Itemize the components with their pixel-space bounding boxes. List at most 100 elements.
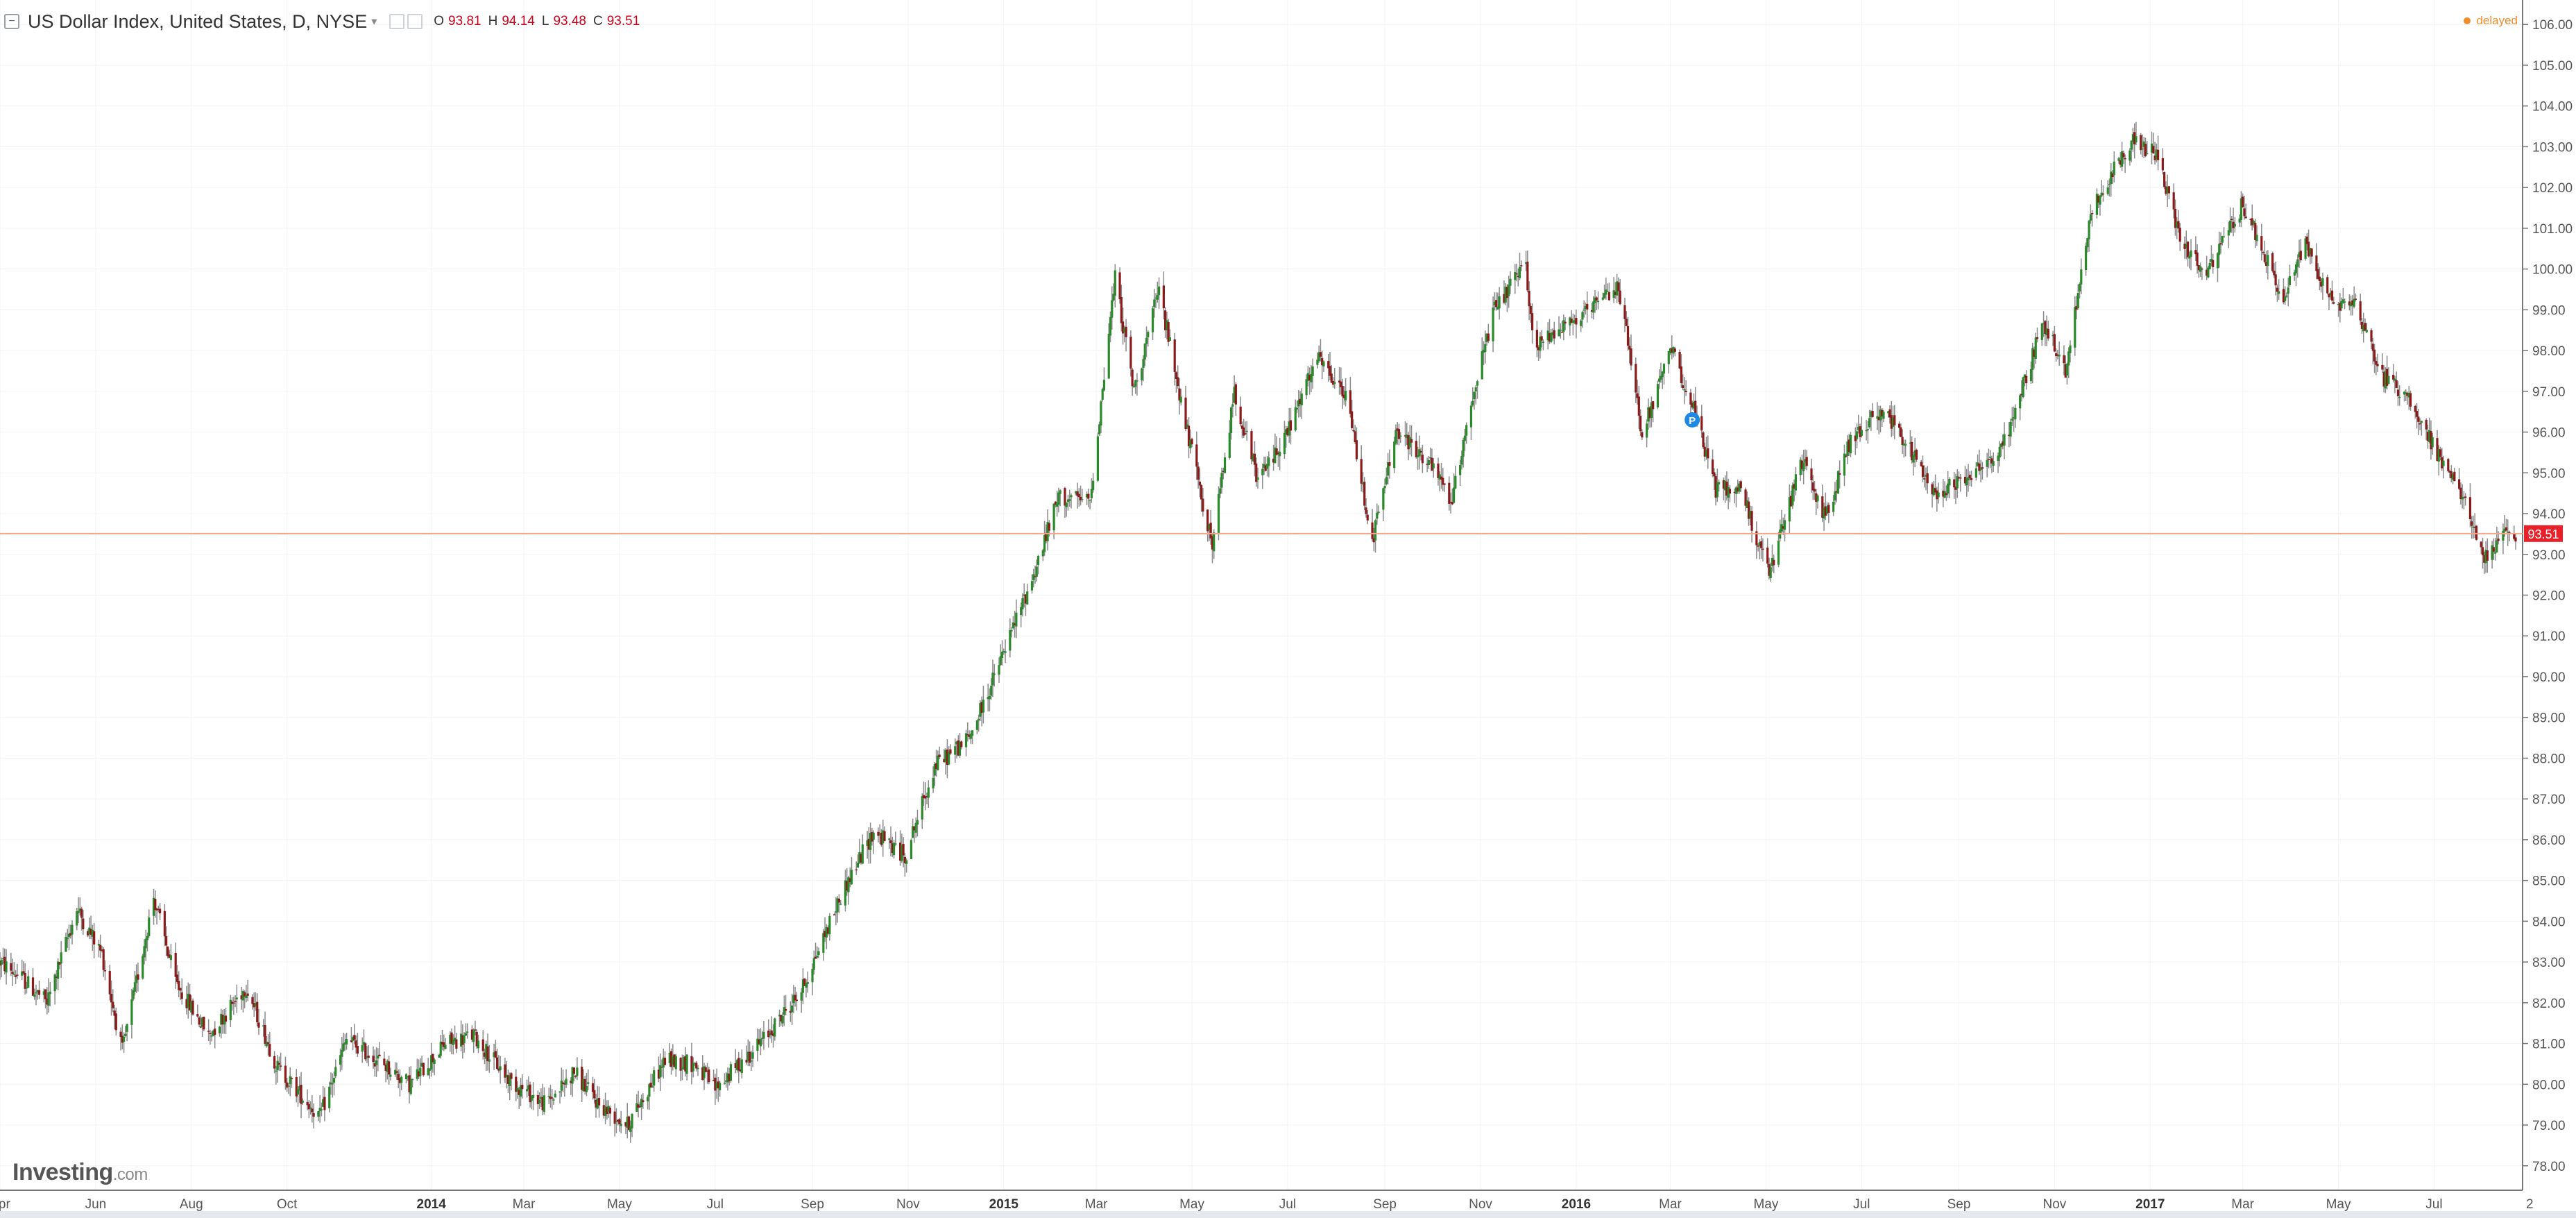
candle-up (519, 1085, 522, 1097)
candle-down (1942, 490, 1945, 497)
candle-down (957, 740, 959, 756)
candle-up (1816, 495, 1819, 502)
candle-down (110, 994, 113, 1003)
candle-down (2056, 354, 2059, 356)
candle-down (1623, 305, 1626, 319)
candle-up (791, 1005, 794, 1013)
candle-down (373, 1063, 376, 1067)
candle-up (715, 1082, 718, 1089)
candle-down (2308, 242, 2310, 257)
candle-down (1195, 444, 1198, 467)
candle-down (2206, 269, 2208, 276)
candle-down (1725, 481, 1728, 496)
candle-down (767, 1030, 770, 1038)
candle-down (803, 978, 806, 986)
candle-up (1904, 443, 1907, 446)
candle-down (22, 971, 25, 974)
high-value: 94.14 (502, 14, 535, 28)
x-tick-label: Jul (2425, 1197, 2442, 1212)
candle-up (71, 924, 74, 935)
candle-up (2304, 238, 2307, 259)
hide-series-icon[interactable] (407, 14, 423, 29)
bottom-scroll-strip[interactable] (0, 1211, 2576, 1218)
candle-down (551, 1097, 554, 1099)
candle-up (1705, 450, 1708, 457)
candle-down (1240, 425, 1243, 429)
candle-down (1815, 493, 1818, 502)
candle-up (76, 911, 78, 926)
candle-down (2230, 219, 2233, 221)
candle-down (199, 1026, 202, 1028)
chevron-down-icon[interactable]: ▾ (371, 16, 377, 28)
candle-up (937, 755, 939, 770)
collapse-legend-icon[interactable]: − (4, 14, 19, 29)
candle-down (1209, 523, 1212, 539)
candle-up (750, 1060, 753, 1062)
candle-up (685, 1054, 688, 1074)
candle-down (1045, 532, 1048, 541)
candle-up (463, 1035, 466, 1044)
candle-down (2330, 290, 2334, 301)
candle-up (2340, 301, 2343, 309)
candle-down (1970, 477, 1973, 480)
candle-up (220, 1013, 223, 1025)
candle-up (1472, 400, 1474, 406)
candle-up (67, 933, 71, 938)
candle-up (1261, 468, 1264, 475)
candle-up (783, 1007, 785, 1015)
candle-up (2461, 496, 2464, 500)
candle-down (137, 974, 139, 980)
candle-down (1076, 491, 1079, 496)
x-tick-label: 2015 (989, 1197, 1019, 1212)
candle-up (1090, 489, 1093, 498)
candle-down (2274, 274, 2277, 286)
y-tick-label: 102.00 (2532, 181, 2573, 196)
candle-up (1504, 287, 1507, 303)
candle-down (794, 995, 796, 1001)
candle-up (1020, 607, 1023, 616)
settings-icon[interactable] (389, 14, 405, 29)
candle-up (1387, 462, 1390, 476)
candle-up (576, 1067, 579, 1076)
candle-up (532, 1094, 535, 1099)
candle-up (334, 1067, 337, 1076)
candle-up (560, 1081, 563, 1091)
symbol-title[interactable]: US Dollar Index, United States, D, NYSE (28, 10, 368, 32)
candle-up (428, 1069, 432, 1071)
candle-up (1111, 300, 1114, 318)
candle-down (280, 1065, 282, 1067)
candle-down (108, 971, 111, 995)
candle-down (1586, 303, 1589, 310)
candle-up (2228, 220, 2232, 232)
x-tick-label: 2014 (417, 1197, 447, 1212)
candle-down (1352, 430, 1355, 432)
candle-down (244, 992, 246, 997)
candle-down (1614, 291, 1617, 295)
y-tick-label: 93.00 (2532, 548, 2566, 563)
candle-up (2362, 324, 2365, 332)
candle-up (2387, 375, 2390, 384)
candle-down (443, 1042, 445, 1047)
candle-down (606, 1107, 608, 1115)
candle-up (2321, 278, 2324, 286)
candle-up (2188, 255, 2191, 259)
candle-down (1365, 507, 1367, 514)
candle-up (587, 1082, 590, 1084)
candle-down (1963, 476, 1967, 484)
candle-up (850, 870, 853, 885)
candle-up (525, 1089, 529, 1092)
candle-down (1805, 457, 1808, 466)
candle-up (142, 956, 144, 979)
candle-up (2130, 140, 2133, 150)
candle-down (113, 1010, 116, 1016)
candle-up (1746, 500, 1748, 508)
candle-down (1703, 446, 1706, 457)
candle-up (683, 1057, 685, 1070)
candle-down (1900, 427, 1902, 437)
candle-up (1902, 443, 1905, 446)
candle-down (1222, 471, 1225, 472)
candle-down (1782, 526, 1784, 529)
x-tick-label: Mar (1085, 1197, 1108, 1212)
